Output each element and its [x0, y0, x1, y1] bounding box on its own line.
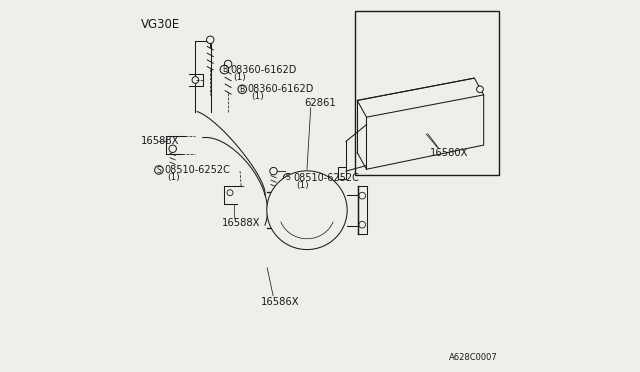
- Circle shape: [192, 77, 199, 83]
- Text: B: B: [222, 65, 227, 74]
- Text: (1): (1): [296, 181, 309, 190]
- Text: 08360-6162D: 08360-6162D: [230, 65, 296, 74]
- Text: 08510-6252C: 08510-6252C: [164, 165, 230, 175]
- Text: S: S: [285, 173, 290, 182]
- Ellipse shape: [267, 171, 347, 250]
- Text: B: B: [240, 85, 245, 94]
- Text: (1): (1): [168, 173, 180, 182]
- Text: 62861: 62861: [305, 99, 336, 108]
- Text: 16580X: 16580X: [429, 148, 468, 157]
- Bar: [355, 11, 499, 175]
- Text: S: S: [157, 166, 161, 174]
- Text: 16588X: 16588X: [222, 218, 260, 228]
- Circle shape: [238, 85, 246, 94]
- Text: 16586X: 16586X: [261, 297, 300, 307]
- Text: A628C0007: A628C0007: [449, 353, 498, 362]
- Text: (1): (1): [252, 92, 264, 101]
- Text: (1): (1): [234, 73, 246, 81]
- Circle shape: [227, 190, 233, 196]
- Circle shape: [220, 65, 228, 74]
- Circle shape: [225, 60, 232, 68]
- Circle shape: [270, 167, 277, 175]
- Text: 08360-6162D: 08360-6162D: [248, 84, 314, 94]
- Circle shape: [169, 145, 177, 153]
- Text: 16588X: 16588X: [141, 136, 179, 145]
- Circle shape: [155, 166, 163, 174]
- Circle shape: [284, 173, 292, 182]
- Circle shape: [207, 36, 214, 44]
- Text: VG30E: VG30E: [141, 18, 180, 31]
- Text: 08510-6252C: 08510-6252C: [293, 173, 359, 183]
- Circle shape: [477, 86, 483, 93]
